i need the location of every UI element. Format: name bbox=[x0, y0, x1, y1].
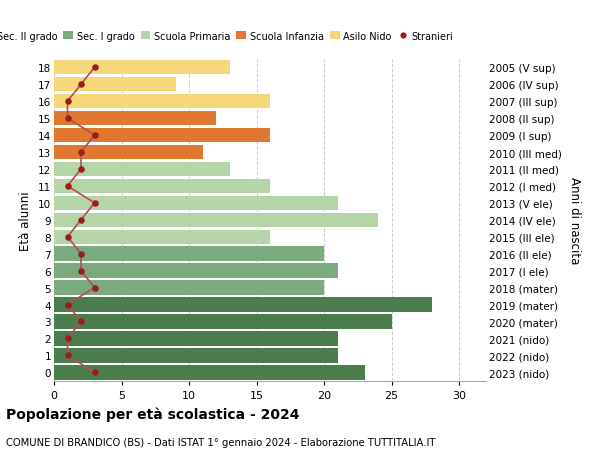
Bar bbox=[54, 95, 270, 109]
Bar bbox=[54, 213, 378, 228]
Point bbox=[63, 115, 72, 123]
Bar bbox=[54, 179, 270, 194]
Point bbox=[90, 284, 100, 291]
Point bbox=[63, 352, 72, 359]
Y-axis label: Anni di nascita: Anni di nascita bbox=[568, 177, 581, 264]
Bar bbox=[54, 129, 270, 143]
Bar bbox=[54, 331, 338, 346]
Point bbox=[63, 183, 72, 190]
Point bbox=[76, 268, 86, 275]
Legend: Sec. II grado, Sec. I grado, Scuola Primaria, Scuola Infanzia, Asilo Nido, Stran: Sec. II grado, Sec. I grado, Scuola Prim… bbox=[0, 28, 457, 45]
Point bbox=[63, 98, 72, 106]
Point bbox=[90, 369, 100, 376]
Point bbox=[76, 251, 86, 258]
Point bbox=[63, 335, 72, 342]
Bar bbox=[54, 196, 338, 211]
Point bbox=[76, 166, 86, 173]
Point bbox=[90, 132, 100, 140]
Point bbox=[63, 301, 72, 308]
Point bbox=[63, 234, 72, 241]
Bar bbox=[54, 264, 338, 278]
Bar bbox=[54, 162, 230, 177]
Point bbox=[76, 217, 86, 224]
Point bbox=[76, 149, 86, 157]
Bar bbox=[54, 314, 392, 329]
Bar bbox=[54, 146, 203, 160]
Bar bbox=[54, 247, 324, 261]
Point bbox=[90, 200, 100, 207]
Text: COMUNE DI BRANDICO (BS) - Dati ISTAT 1° gennaio 2024 - Elaborazione TUTTITALIA.I: COMUNE DI BRANDICO (BS) - Dati ISTAT 1° … bbox=[6, 437, 436, 447]
Y-axis label: Età alunni: Età alunni bbox=[19, 190, 32, 250]
Bar bbox=[54, 298, 432, 312]
Point bbox=[90, 64, 100, 72]
Point bbox=[76, 318, 86, 325]
Bar bbox=[54, 78, 176, 92]
Point bbox=[76, 81, 86, 89]
Bar bbox=[54, 61, 230, 75]
Bar bbox=[54, 112, 216, 126]
Bar bbox=[54, 281, 324, 295]
Text: Popolazione per età scolastica - 2024: Popolazione per età scolastica - 2024 bbox=[6, 406, 299, 421]
Bar bbox=[54, 365, 365, 380]
Bar bbox=[54, 348, 338, 363]
Bar bbox=[54, 230, 270, 244]
